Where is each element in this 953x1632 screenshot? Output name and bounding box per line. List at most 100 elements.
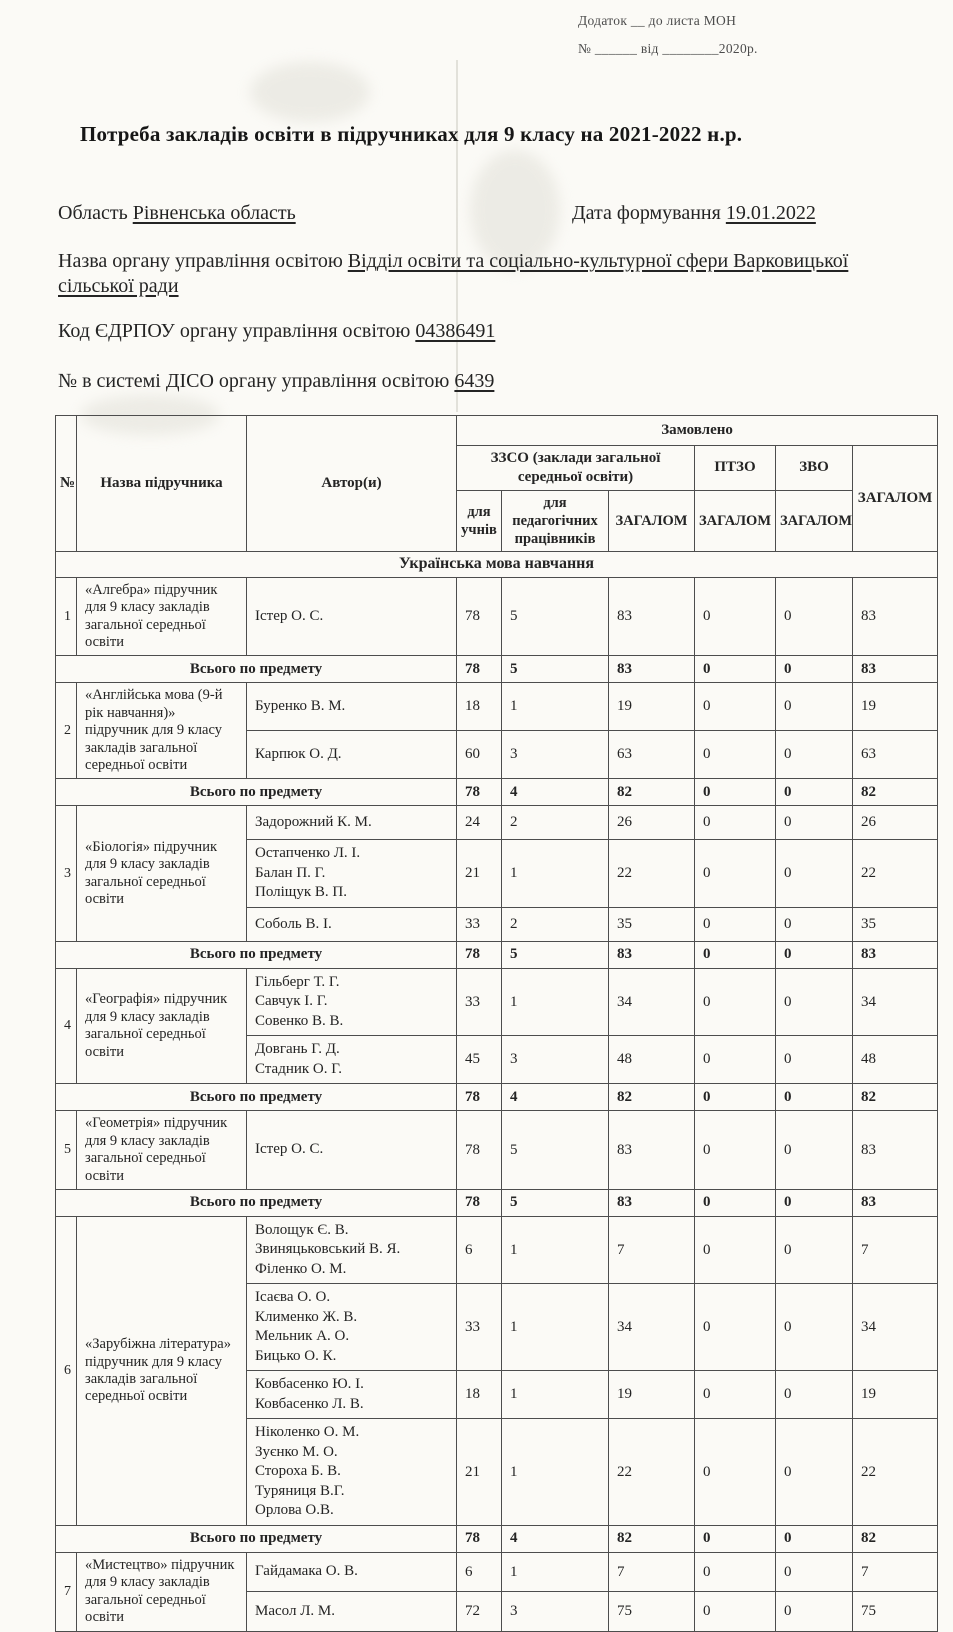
cell-authors: Масол Л. М.: [246, 1591, 457, 1632]
cell-value: 22: [851, 839, 939, 908]
cell-value: 0: [775, 1035, 853, 1085]
subject-total-value: 83: [608, 1188, 695, 1217]
cell-value: 63: [608, 730, 695, 780]
subject-total-value: 0: [775, 1083, 853, 1112]
cell-value: 0: [694, 682, 776, 732]
cell-value: 0: [775, 1370, 853, 1420]
subject-total-value: 0: [694, 1524, 776, 1553]
cell-authors: Довгань Г. Д. Стадник О. Г.: [246, 1035, 457, 1085]
col-header-teachers: для педагогічних працівників: [501, 489, 609, 552]
attachment-line: Додаток __ до листа МОН: [578, 13, 737, 28]
subject-total-value: 0: [775, 940, 853, 969]
scan-artifact: [456, 60, 458, 412]
cell-authors: Ковбасенко Ю. І. Ковбасенко Л. В.: [246, 1370, 457, 1420]
subject-total-row: Всього по предмету 78 4 82 0 0 82: [55, 1083, 939, 1112]
cell-authors: Соболь В. І.: [246, 906, 457, 942]
cell-value: 6: [456, 1551, 502, 1593]
cell-value: 34: [608, 1283, 695, 1372]
cell-authors: Буренко В. М.: [246, 682, 457, 732]
cell-subject-number: 5: [55, 1110, 77, 1190]
cell-value: 3: [501, 1591, 609, 1632]
cell-value: 72: [456, 1591, 502, 1632]
cell-value: 1: [501, 1551, 609, 1593]
cell-value: 78: [456, 576, 502, 657]
region-line: Область Рівненська область: [58, 202, 296, 225]
cell-value: 1: [501, 1418, 609, 1526]
subject-total-value: 83: [608, 655, 695, 684]
attachment-header: Додаток __ до листа МОН № ______ від ___…: [578, 7, 758, 64]
attachment-number-line: № ______ від ________2020р.: [578, 41, 758, 57]
cell-value: 0: [694, 1035, 776, 1085]
language-section-row: Українська мова навчання: [54, 550, 939, 578]
cell-value: 22: [851, 1418, 939, 1526]
col-header-students: для учнів: [456, 489, 502, 552]
cell-value: 19: [608, 1370, 695, 1420]
cell-value: 0: [775, 682, 853, 732]
subject-total-row: Всього по предмету 78 4 82 0 0 82: [55, 778, 939, 807]
subject-total-value: 0: [694, 655, 776, 684]
date-line: Дата формування 19.01.2022: [572, 202, 816, 225]
scanned-document-page: { "header": { "attachment_line": "Додато…: [54, 7, 939, 1632]
cell-authors: Волощук Є. В. Звиняцьковський В. Я. Філе…: [246, 1215, 457, 1285]
table-row: Карпюк О. Д. 60 3 63 0 0 63: [56, 730, 939, 780]
subject-total-value: 82: [851, 1524, 939, 1553]
cell-value: 34: [851, 1283, 939, 1372]
cell-value: 26: [851, 805, 939, 841]
subject-total-label: Всього по предмету: [55, 1188, 457, 1217]
cell-value: 0: [694, 730, 776, 780]
region-label: Область: [58, 202, 128, 224]
edrpou-value: 04386491: [415, 320, 496, 342]
region-value: Рівненська область: [132, 202, 296, 224]
subject-total-value: 82: [608, 1083, 695, 1112]
subject-total-value: 4: [501, 1083, 609, 1112]
subject-total-value: 0: [775, 778, 853, 807]
col-header-authors: Автор(и): [246, 415, 457, 552]
table-row: Остапченко Л. І. Балан П. Г. Поліщук В. …: [56, 839, 939, 908]
subject-total-value: 78: [456, 778, 502, 807]
cell-value: 1: [501, 839, 609, 908]
subject-total-value: 78: [456, 655, 502, 684]
subject-total-value: 4: [501, 778, 609, 807]
cell-value: 22: [608, 839, 695, 908]
cell-value: 19: [608, 682, 695, 732]
edrpou-line: Код ЄДРПОУ органу управління освітою 043…: [58, 320, 495, 343]
cell-value: 0: [775, 906, 853, 942]
table-body: Українська мова навчання 1 «Алгебра» підр…: [54, 550, 939, 1632]
cell-book-title: «Зарубіжна література» підручник для 9 к…: [76, 1215, 247, 1526]
cell-value: 5: [501, 1110, 609, 1190]
cell-value: 0: [694, 967, 776, 1037]
language-section-title: Українська мова навчання: [54, 550, 939, 578]
cell-value: 0: [775, 805, 853, 841]
subject-total-value: 0: [694, 1083, 776, 1112]
cell-value: 1: [501, 1283, 609, 1372]
subject-total-value: 82: [851, 778, 939, 807]
cell-value: 21: [456, 839, 502, 908]
cell-book-title: «Геометрія» підручник для 9 класу заклад…: [76, 1110, 247, 1190]
subject-total-label: Всього по предмету: [55, 778, 457, 807]
authority-value: Відділ освіти та соціально-культурної сф…: [58, 250, 849, 297]
subject-total-value: 0: [775, 655, 853, 684]
subject-total-value: 78: [456, 1083, 502, 1112]
cell-value: 19: [851, 1370, 939, 1420]
cell-authors: Гайдамака О. В.: [246, 1551, 457, 1593]
col-header-book: Назва підручника: [76, 415, 247, 552]
subject-total-value: 78: [456, 940, 502, 969]
table-row: 6 «Зарубіжна література» підручник для 9 …: [55, 1215, 939, 1526]
subject-total-value: 82: [608, 1524, 695, 1553]
cell-value: 1: [501, 682, 609, 732]
table-row: Ніколенко О. М. Зуєнко М. О. Стороха Б. …: [56, 1418, 939, 1526]
cell-book-title: «Англійська мова (9-й рік навчання)» під…: [76, 682, 247, 780]
cell-value: 48: [851, 1035, 939, 1085]
diso-value: 6439: [454, 370, 495, 392]
table-header: № Назва підручника Автор(и) Замовлено ЗЗ…: [55, 415, 939, 552]
cell-value: 0: [775, 730, 853, 780]
subject-total-row: Всього по предмету 78 5 83 0 0 83: [55, 1188, 939, 1217]
col-header-grand-total: ЗАГАЛОМ: [851, 445, 939, 552]
subject-total-value: 82: [608, 778, 695, 807]
cell-value: 22: [608, 1418, 695, 1526]
cell-value: 35: [851, 906, 939, 942]
cell-value: 35: [608, 906, 695, 942]
cell-value: 2: [501, 906, 609, 942]
subject-total-value: 0: [775, 1524, 853, 1553]
cell-value: 83: [851, 576, 939, 657]
